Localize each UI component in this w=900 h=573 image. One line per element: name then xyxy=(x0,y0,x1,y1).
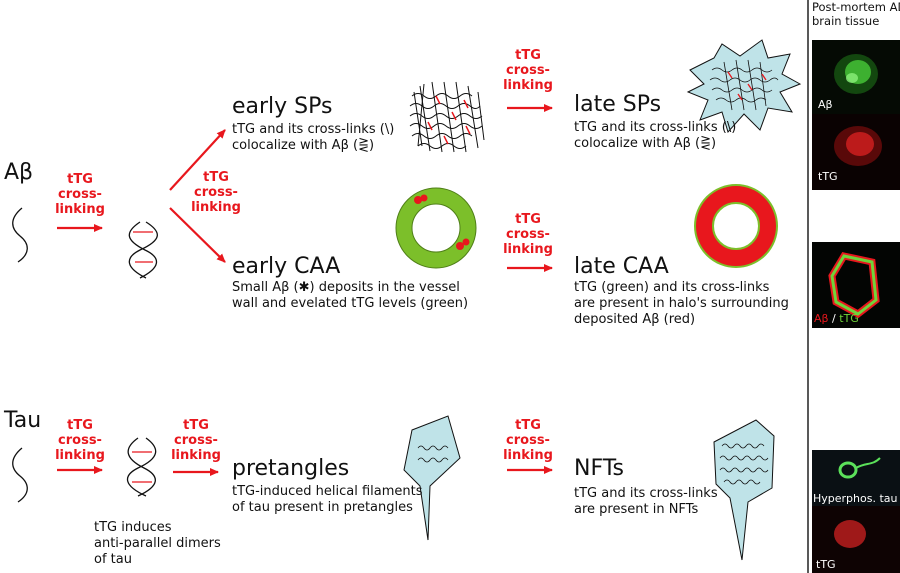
row-label-tau: Tau xyxy=(4,408,42,433)
late-caa-line2: are present in halo's surrounding xyxy=(574,296,789,311)
abeta-dimer-icon xyxy=(128,221,158,279)
tau-dimer-line2: anti-parallel dimers xyxy=(94,536,221,551)
tau-monomer-icon xyxy=(12,447,28,503)
arrow-to-early-sps xyxy=(169,129,226,191)
crosslink-label-sps: tTG cross-linking xyxy=(503,48,553,93)
late-caa-title: late CAA xyxy=(574,254,669,279)
pretangles-title: pretangles xyxy=(232,456,350,481)
panel-label-hyperphos-tau: Hyperphos. tau xyxy=(813,492,898,505)
early-sps-mesh-icon xyxy=(409,81,485,153)
late-sps-line2: colocalize with Aβ (⋛) xyxy=(574,136,717,151)
crosslink-label-tau: tTG cross-linking xyxy=(55,418,105,463)
abeta-monomer-icon xyxy=(12,207,28,263)
late-caa-line3: deposited Aβ (red) xyxy=(574,312,696,327)
panel-title-line1: Post-mortem AD xyxy=(812,0,900,14)
panel-title-line2: brain tissue xyxy=(812,14,880,28)
crosslink-label-abeta: tTG cross-linking xyxy=(55,172,105,217)
pretangles-line1: tTG-induced helical filaments xyxy=(232,484,423,499)
late-caa-line1: tTG (green) and its cross-links xyxy=(574,280,770,295)
crosslink-label-pretangles: tTG cross-linking xyxy=(171,418,221,463)
arrow-to-early-caa xyxy=(169,207,226,263)
panel-label-ttg: tTG xyxy=(818,170,838,183)
panel-label-abeta: Aβ xyxy=(818,98,833,111)
early-caa-title: early CAA xyxy=(232,254,341,279)
panel-label-merge: Aβ / tTG xyxy=(814,312,859,325)
crosslink-label-branch: tTG cross-linking xyxy=(191,170,241,215)
late-caa-vessel-icon xyxy=(694,184,778,268)
nfts-line2: are present in NFTs xyxy=(574,502,699,517)
early-sps-line2: colocalize with Aβ (⋛) xyxy=(232,138,375,153)
early-sps-line1: tTG and its cross-links (\) xyxy=(232,122,395,137)
late-sps-plaque-icon xyxy=(686,39,802,134)
tau-dimer-icon xyxy=(127,437,157,497)
late-sps-line1: tTG and its cross-links (\) xyxy=(574,120,737,135)
pretangles-line2: of tau present in pretangles xyxy=(232,500,413,515)
micrograph-panels xyxy=(812,40,900,573)
early-caa-line2: wall and evelated tTG levels (green) xyxy=(232,296,469,311)
panel-hyperphos-tau xyxy=(812,450,900,506)
nfts-line1: tTG and its cross-links xyxy=(574,486,718,501)
nft-neuron-icon xyxy=(713,419,775,561)
panel-label-tau-ttg: tTG xyxy=(816,558,836,571)
late-sps-mesh-icon xyxy=(709,59,779,111)
early-sps-title: early SPs xyxy=(232,94,333,119)
tau-dimer-line3: of tau xyxy=(94,552,132,567)
late-sps-title: late SPs xyxy=(574,92,662,117)
pretangle-neuron-icon xyxy=(403,415,461,541)
tau-dimer-line1: tTG induces xyxy=(94,520,172,535)
nfts-title: NFTs xyxy=(574,456,624,481)
early-caa-line1: Small Aβ (✱) deposits in the vessel xyxy=(232,280,460,295)
crosslink-label-caa: tTG cross-linking xyxy=(503,212,553,257)
crosslink-label-nfts: tTG cross-linking xyxy=(503,418,553,463)
early-caa-vessel-icon xyxy=(395,187,477,269)
early-sps-crosslink-marks xyxy=(427,95,471,145)
row-label-abeta: Aβ xyxy=(4,160,34,185)
